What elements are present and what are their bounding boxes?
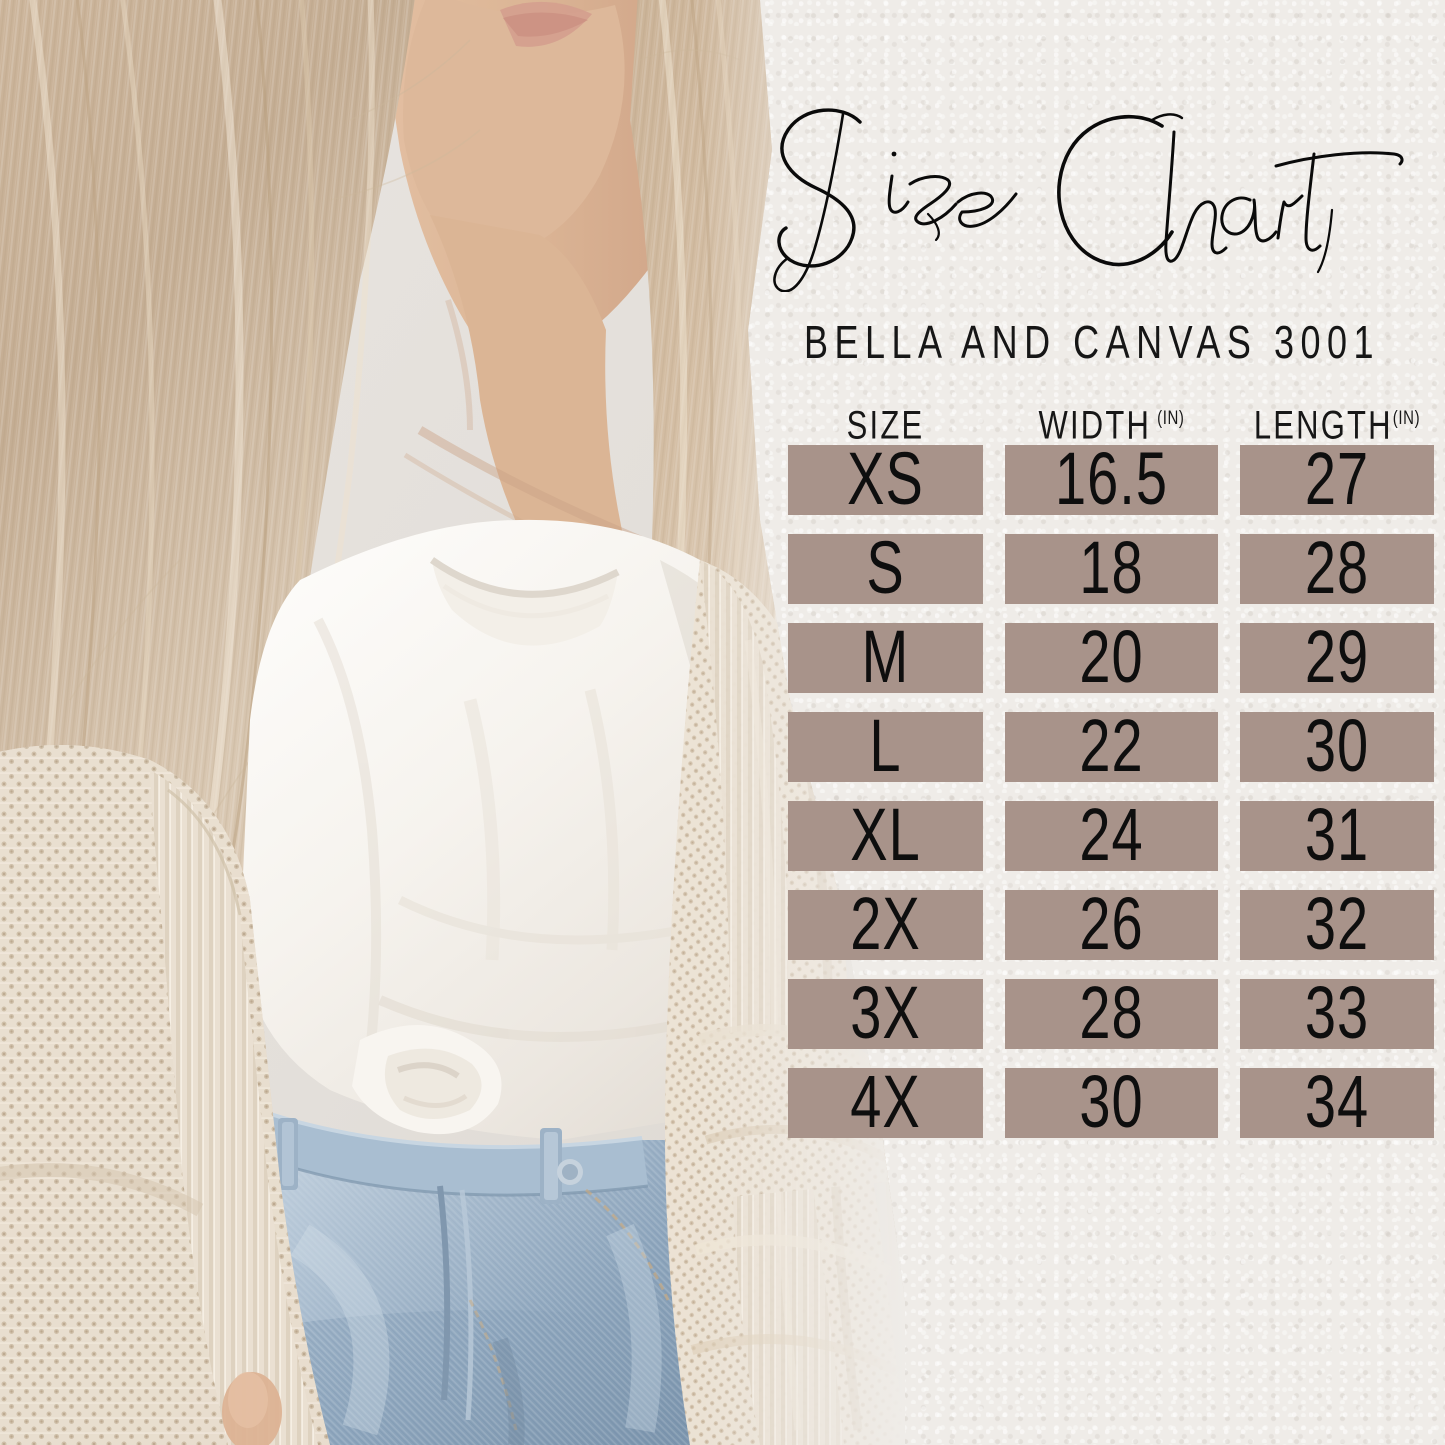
cell-length: 29 [1240, 614, 1434, 698]
cell-value: 24 [1079, 792, 1144, 876]
cell-length: 28 [1240, 525, 1434, 609]
cell-bar [788, 534, 983, 604]
cell-value: XL [850, 792, 921, 876]
cell-bar [1240, 712, 1434, 782]
cell-value: 28 [1079, 970, 1144, 1054]
cell-bar [788, 623, 983, 693]
cell-size: 4X [788, 1059, 983, 1143]
cell-value: 4X [850, 1059, 921, 1143]
cell-value: 2X [850, 881, 921, 965]
cell-value: M [861, 614, 910, 698]
cell-bar [788, 979, 983, 1049]
column-header-width-label: WIDTH [1038, 402, 1152, 448]
cell-value: 18 [1079, 525, 1144, 609]
cell-size: XS [788, 436, 983, 520]
cell-size: S [788, 525, 983, 609]
cell-bar [1005, 445, 1218, 515]
cell-bar [1005, 890, 1218, 960]
column-header-width: WIDTH (IN) [1005, 405, 1218, 445]
cell-length: 31 [1240, 792, 1434, 876]
cell-bar [1240, 445, 1434, 515]
brand-subtitle: BELLA AND CANVAS 3001 [803, 316, 1381, 369]
column-header-length-unit: (IN) [1392, 406, 1421, 429]
cell-size: 2X [788, 881, 983, 965]
cell-value: L [869, 703, 902, 787]
cell-value: 16.5 [1055, 436, 1168, 520]
cell-value: 29 [1304, 614, 1370, 698]
cell-width: 22 [1005, 703, 1218, 787]
size-chart-table: SIZE WIDTH (IN) LENGTH(IN) XS 16.5 27 S 1… [788, 398, 1434, 1157]
cell-value: S [866, 525, 905, 609]
cell-value: 20 [1079, 614, 1144, 698]
cell-bar [788, 712, 983, 782]
cell-length: 33 [1240, 970, 1434, 1054]
cell-size: M [788, 614, 983, 698]
table-row: 4X 30 34 [788, 1059, 1434, 1143]
column-header-size: SIZE [788, 405, 983, 445]
cell-length: 30 [1240, 703, 1434, 787]
cell-bar [788, 1068, 983, 1138]
cell-bar [1005, 1068, 1218, 1138]
table-row: XS 16.5 27 [788, 436, 1434, 520]
table-row: 3X 28 33 [788, 970, 1434, 1054]
cell-length: 32 [1240, 881, 1434, 965]
cell-value: 30 [1079, 1059, 1144, 1143]
cell-bar [1240, 801, 1434, 871]
cell-width: 20 [1005, 614, 1218, 698]
cell-value: 33 [1304, 970, 1370, 1054]
cell-bar [1005, 979, 1218, 1049]
table-row: S 18 28 [788, 525, 1434, 609]
cell-length: 34 [1240, 1059, 1434, 1143]
table-header-row: SIZE WIDTH (IN) LENGTH(IN) [788, 398, 1434, 445]
cell-width: 24 [1005, 792, 1218, 876]
table-row: M 20 29 [788, 614, 1434, 698]
cell-bar [1240, 534, 1434, 604]
table-row: XL 24 31 [788, 792, 1434, 876]
cell-bar [1005, 623, 1218, 693]
cell-value: 22 [1079, 703, 1144, 787]
cell-value: 32 [1304, 881, 1370, 965]
page-title: Size Chart [742, 92, 1442, 292]
cell-bar [1240, 979, 1434, 1049]
cell-value: 26 [1079, 881, 1144, 965]
cell-width: 26 [1005, 881, 1218, 965]
cell-value: 34 [1304, 1059, 1370, 1143]
cell-value: XS [847, 436, 924, 520]
cell-bar [788, 890, 983, 960]
table-row: L 22 30 [788, 703, 1434, 787]
table-row: 2X 26 32 [788, 881, 1434, 965]
cell-size: XL [788, 792, 983, 876]
cell-bar [1240, 623, 1434, 693]
cell-length: 27 [1240, 436, 1434, 520]
column-header-width-unit: (IN) [1157, 406, 1185, 429]
cell-bar [1240, 1068, 1434, 1138]
cell-bar [1240, 890, 1434, 960]
cell-width: 30 [1005, 1059, 1218, 1143]
cell-width: 28 [1005, 970, 1218, 1054]
cell-width: 18 [1005, 525, 1218, 609]
cell-value: 30 [1304, 703, 1370, 787]
cell-width: 16.5 [1005, 436, 1218, 520]
cell-bar [1005, 534, 1218, 604]
column-header-size-label: SIZE [846, 402, 925, 448]
cell-value: 3X [850, 970, 921, 1054]
model-photo [0, 0, 905, 1445]
cell-size: L [788, 703, 983, 787]
cell-bar [1005, 712, 1218, 782]
cell-value: 31 [1304, 792, 1370, 876]
cell-bar [788, 445, 983, 515]
column-header-length: LENGTH(IN) [1240, 405, 1434, 445]
cell-size: 3X [788, 970, 983, 1054]
cell-value: 27 [1304, 436, 1370, 520]
cell-bar [788, 801, 983, 871]
cell-value: 28 [1304, 525, 1370, 609]
cell-bar [1005, 801, 1218, 871]
column-header-length-label: LENGTH [1253, 402, 1393, 448]
